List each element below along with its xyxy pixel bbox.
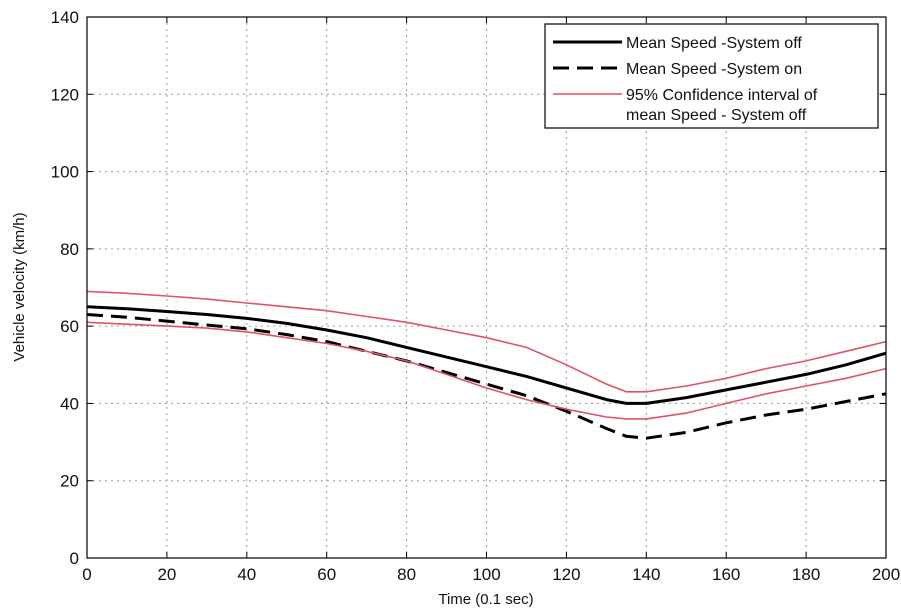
x-tick-label: 200 [872, 565, 900, 584]
x-tick-label: 160 [712, 565, 740, 584]
x-tick-label: 100 [472, 565, 500, 584]
y-axis-title: Vehicle velocity (km/h) [11, 212, 28, 361]
legend-label: Mean Speed -System on [626, 61, 802, 78]
series-line-3 [86, 321, 887, 420]
series-layer [86, 290, 887, 440]
y-tick-label: 120 [51, 85, 79, 104]
x-tick-label: 20 [157, 565, 176, 584]
x-tick-label: 80 [397, 565, 416, 584]
tick-layer: 0 20 40 60 80 100 120 140 160 180 200 0 20 40 60 80 100 1… [51, 8, 901, 584]
legend-label: 95% Confidence interval of [626, 87, 818, 104]
x-tick-label: 180 [792, 565, 820, 584]
y-tick-label: 100 [51, 163, 79, 182]
x-tick-label: 0 [82, 565, 91, 584]
x-tick-label: 40 [237, 565, 256, 584]
y-tick-label: 80 [60, 240, 79, 259]
legend: Mean Speed -System off Mean Speed -System… [544, 23, 879, 129]
x-axis-title: Time (0.1 sec) [438, 591, 533, 608]
x-tick-label: 140 [632, 565, 660, 584]
x-tick-label: 60 [317, 565, 336, 584]
series-line-1 [86, 313, 887, 440]
series-line-0 [86, 305, 887, 405]
y-tick-label: 20 [60, 472, 79, 491]
y-tick-label: 60 [60, 317, 79, 336]
series-line-2 [86, 290, 887, 393]
legend-label: Mean Speed -System off [626, 35, 802, 52]
legend-label: mean Speed - System off [626, 107, 807, 124]
y-tick-label: 40 [60, 394, 79, 413]
y-tick-label: 140 [51, 8, 79, 27]
x-tick-label: 120 [552, 565, 580, 584]
y-tick-label: 0 [70, 549, 79, 568]
